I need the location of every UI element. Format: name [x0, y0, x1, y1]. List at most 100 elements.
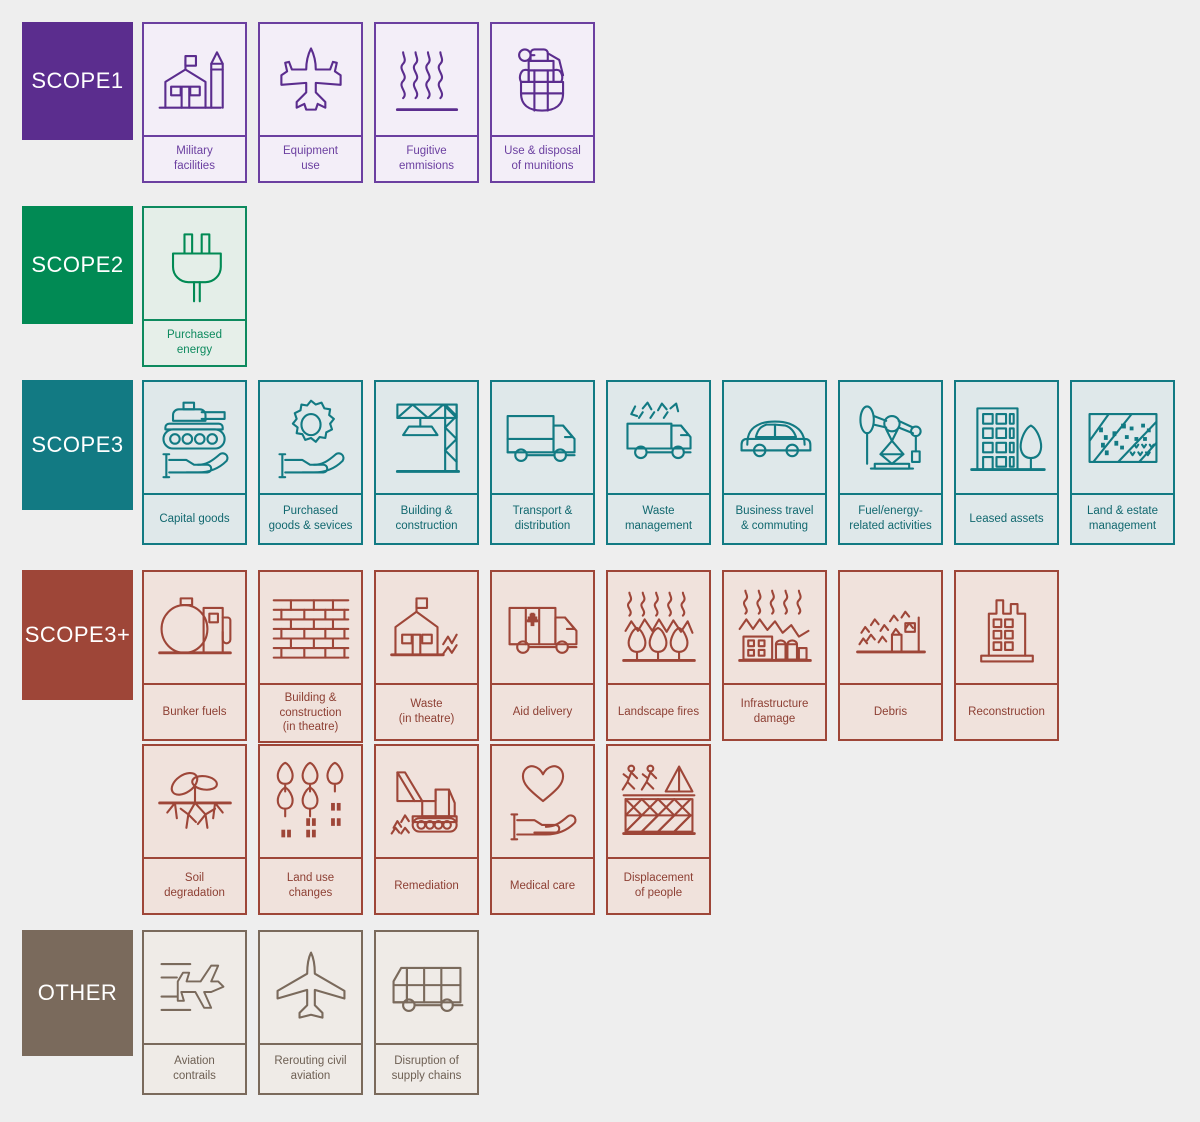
- heart-on-hand-icon: [492, 746, 593, 857]
- tile-caption-text: Business travel & commuting: [735, 505, 814, 532]
- tile-caption-text: Fugitive emmisions: [399, 145, 454, 172]
- tile-caption: Use & disposal of munitions: [492, 135, 593, 181]
- tile-caption-text: Land use changes: [286, 872, 335, 899]
- tile-caption-text: Capital goods: [159, 512, 230, 525]
- tile-caption-text: Remediation: [394, 879, 459, 892]
- gear-on-hand-icon: [260, 382, 361, 493]
- category-tile[interactable]: Rerouting civil aviation: [258, 930, 363, 1095]
- supply-van-icon: [376, 932, 477, 1043]
- tile-caption-text: Building & construction: [395, 505, 458, 532]
- tile-caption-text: Building & construction (in theatre): [279, 692, 342, 734]
- oil-pumpjack-icon: [840, 382, 941, 493]
- grenade-icon: [492, 24, 593, 135]
- tile-caption-text: Land & estate management: [1087, 505, 1158, 532]
- category-tile[interactable]: Reconstruction: [954, 570, 1059, 741]
- tile-caption: Aid delivery: [492, 683, 593, 739]
- category-tile[interactable]: Medical care: [490, 744, 595, 915]
- tile-caption: Fugitive emmisions: [376, 135, 477, 181]
- tile-caption: Leased assets: [956, 493, 1057, 543]
- category-tile[interactable]: Equipment use: [258, 22, 363, 183]
- landscape-fire-icon: [608, 572, 709, 683]
- category-tile[interactable]: Aviation contrails: [142, 930, 247, 1095]
- tile-caption-text: Use & disposal of munitions: [504, 145, 581, 172]
- category-tile[interactable]: Use & disposal of munitions: [490, 22, 595, 183]
- tile-caption-text: Reconstruction: [968, 705, 1045, 718]
- category-tile[interactable]: Aid delivery: [490, 570, 595, 741]
- tile-caption: Soil degradation: [144, 857, 245, 913]
- tile-caption: Medical care: [492, 857, 593, 913]
- tile-caption: Equipment use: [260, 135, 361, 181]
- scope-label-scope3plus: SCOPE 3+: [22, 570, 133, 700]
- tile-caption: Rerouting civil aviation: [260, 1043, 361, 1093]
- tile-caption-text: Rerouting civil aviation: [274, 1055, 347, 1082]
- tile-caption-text: Disruption of supply chains: [391, 1055, 462, 1082]
- scope-label-line1: SCOPE: [24, 622, 105, 648]
- tile-caption-text: Aviation contrails: [173, 1055, 216, 1082]
- fuel-tank-pump-icon: [144, 572, 245, 683]
- power-plug-icon: [144, 208, 245, 319]
- scope-label-scope3: SCOPE 3: [22, 380, 133, 510]
- category-tile[interactable]: Business travel & commuting: [722, 380, 827, 545]
- fugitive-emissions-icon: [376, 24, 477, 135]
- category-tile[interactable]: Waste (in theatre): [374, 570, 479, 741]
- tile-caption: Purchased energy: [144, 319, 245, 365]
- category-tile[interactable]: Bunker fuels: [142, 570, 247, 741]
- category-tile[interactable]: Building & construction (in theatre): [258, 570, 363, 744]
- category-tile[interactable]: Displacement of people: [606, 744, 711, 915]
- scope-label-line1: OTHER: [37, 980, 118, 1006]
- category-tile[interactable]: Transport & distribution: [490, 380, 595, 545]
- scope-label-line2: 3: [110, 432, 124, 458]
- tile-caption-text: Soil degradation: [164, 872, 225, 899]
- category-tile[interactable]: Remediation: [374, 744, 479, 915]
- tile-caption-text: Leased assets: [969, 512, 1044, 525]
- category-tile[interactable]: Capital goods: [142, 380, 247, 545]
- category-tile[interactable]: Purchased goods & sevices: [258, 380, 363, 545]
- scope-label-line1: SCOPE: [31, 432, 111, 458]
- delivery-truck-icon: [492, 382, 593, 493]
- damaged-house-icon: [376, 572, 477, 683]
- tile-caption: Capital goods: [144, 493, 245, 543]
- tile-caption: Land & estate management: [1072, 493, 1173, 543]
- category-tile[interactable]: Leased assets: [954, 380, 1059, 545]
- tile-caption: Building & construction: [376, 493, 477, 543]
- forest-clearing-icon: [260, 746, 361, 857]
- category-tile[interactable]: Military facilities: [142, 22, 247, 183]
- rubble-debris-icon: [840, 572, 941, 683]
- tile-caption-text: Bunker fuels: [162, 705, 227, 718]
- category-tile[interactable]: Land use changes: [258, 744, 363, 915]
- military-facilities-icon: [144, 24, 245, 135]
- tile-caption: Bunker fuels: [144, 683, 245, 739]
- category-tile[interactable]: Disruption of supply chains: [374, 930, 479, 1095]
- tile-caption: Transport & distribution: [492, 493, 593, 543]
- tile-caption: Fuel/energy-related activities: [840, 493, 941, 543]
- category-tile[interactable]: Fuel/energy-related activities: [838, 380, 943, 545]
- tile-caption-text: Infrastructure damage: [740, 698, 809, 725]
- airliner-icon: [260, 932, 361, 1043]
- category-tile[interactable]: Waste management: [606, 380, 711, 545]
- scope-label-line2: 3+: [104, 622, 131, 648]
- category-tile[interactable]: Purchased energy: [142, 206, 247, 367]
- category-tile[interactable]: Soil degradation: [142, 744, 247, 915]
- tile-caption: Reconstruction: [956, 683, 1057, 739]
- category-tile[interactable]: Landscape fires: [606, 570, 711, 741]
- category-tile[interactable]: Debris: [838, 570, 943, 741]
- tile-caption-text: Debris: [873, 705, 908, 718]
- category-tile[interactable]: Building & construction: [374, 380, 479, 545]
- contrail-plane-icon: [144, 932, 245, 1043]
- tile-caption-text: Landscape fires: [617, 705, 700, 718]
- tile-caption: Remediation: [376, 857, 477, 913]
- tile-caption-text: Purchased goods & sevices: [268, 505, 353, 532]
- tile-caption: Waste management: [608, 493, 709, 543]
- office-building-tree-icon: [956, 382, 1057, 493]
- waste-truck-icon: [608, 382, 709, 493]
- tile-caption-text: Fuel/energy-related activities: [849, 505, 932, 532]
- category-tile[interactable]: Infrastructure damage: [722, 570, 827, 741]
- tile-caption: Debris: [840, 683, 941, 739]
- tile-caption-text: Displacement of people: [623, 872, 694, 899]
- scope-label-line1: SCOPE: [31, 68, 111, 94]
- fighter-jet-icon: [260, 24, 361, 135]
- category-tile[interactable]: Fugitive emmisions: [374, 22, 479, 183]
- scope-label-line1: SCOPE: [31, 252, 111, 278]
- category-tile[interactable]: Land & estate management: [1070, 380, 1175, 545]
- tile-caption-text: Aid delivery: [512, 705, 573, 718]
